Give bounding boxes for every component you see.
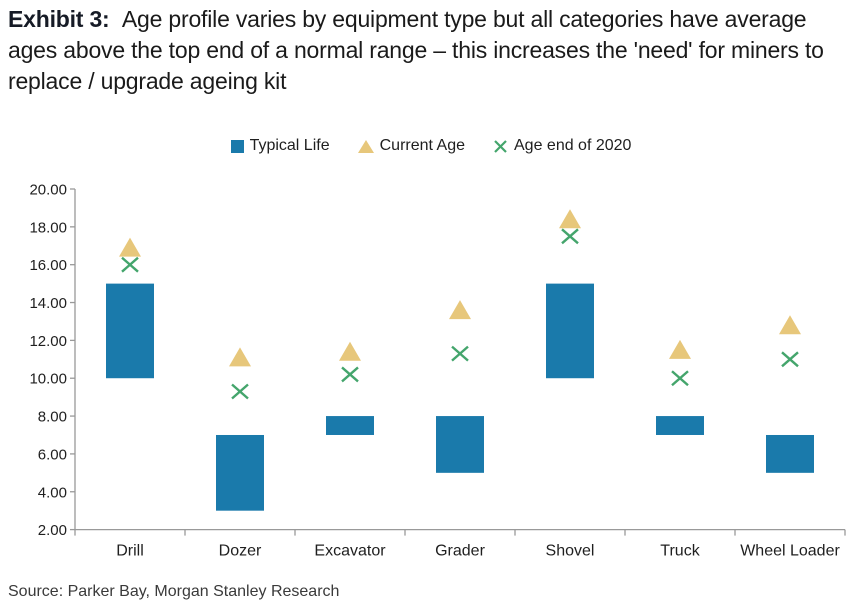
y-tick-label: 18.00 [29, 219, 67, 236]
typical-life-bar [436, 416, 484, 473]
typical-life-bar [766, 434, 814, 473]
current-age-marker [779, 315, 801, 335]
current-age-marker [229, 347, 251, 367]
typical-life-bar [656, 416, 704, 435]
source-note: Source: Parker Bay, Morgan Stanley Resea… [8, 583, 340, 600]
exhibit-number-label: Exhibit 3: [8, 6, 110, 32]
age-2020-marker [451, 345, 469, 362]
age-profile-chart: 2.00 4.00 6.00 8.00 10.00 12.00 14.00 16.00 18.0… [0, 170, 862, 565]
triangle-marker-icon [357, 139, 374, 153]
x-category-label: Shovel [546, 543, 595, 560]
age-2020-marker [671, 370, 689, 387]
current-age-marker [669, 339, 691, 359]
exhibit-title-text: Age profile varies by equipment type but… [8, 6, 824, 94]
age-2020-marker [121, 256, 139, 273]
typical-life-bar [326, 416, 374, 435]
chart-legend: Typical Life Current Age Age end of 2020 [0, 137, 862, 155]
legend-label: Typical Life [249, 137, 330, 154]
typical-life-bar [216, 434, 264, 511]
y-tick-label: 10.00 [29, 371, 67, 388]
x-category-label: Excavator [314, 543, 386, 560]
y-tick-label: 2.00 [38, 522, 67, 539]
current-age-marker [559, 209, 581, 229]
age-2020-marker [341, 366, 359, 383]
x-category-label: Dozer [219, 543, 262, 560]
y-tick-label: 6.00 [38, 446, 67, 463]
y-tick-label: 4.00 [38, 484, 67, 501]
y-tick-label: 8.00 [38, 409, 67, 426]
y-tick-label: 12.00 [29, 333, 67, 350]
legend-label: Age end of 2020 [514, 137, 632, 154]
x-category-label: Drill [116, 543, 144, 560]
age-2020-marker [561, 228, 579, 245]
legend-item-age-2020: Age end of 2020 [493, 137, 631, 155]
y-tick-label: 20.00 [29, 182, 67, 199]
current-age-marker [119, 237, 141, 257]
age-2020-marker [781, 351, 799, 368]
x-category-label: Grader [435, 543, 485, 560]
y-tick-label: 14.00 [29, 295, 67, 312]
x-marker-icon [494, 139, 507, 153]
legend-label: Current Age [379, 137, 465, 154]
exhibit-title: Exhibit 3: Age profile varies by equipme… [8, 4, 850, 97]
current-age-marker [449, 300, 471, 320]
legend-item-typical-life: Typical Life [230, 137, 330, 155]
x-category-label: Wheel Loader [740, 543, 840, 560]
chart-canvas: 2.00 4.00 6.00 8.00 10.00 12.00 14.00 16.00 18.0… [29, 182, 846, 560]
y-tick-label: 16.00 [29, 257, 67, 274]
current-age-marker [339, 341, 361, 361]
legend-item-current-age: Current Age [357, 137, 465, 155]
square-marker-icon [230, 139, 244, 153]
typical-life-bar [546, 283, 594, 379]
typical-life-bar [106, 283, 154, 379]
x-category-label: Truck [660, 543, 700, 560]
age-2020-marker [231, 383, 249, 400]
